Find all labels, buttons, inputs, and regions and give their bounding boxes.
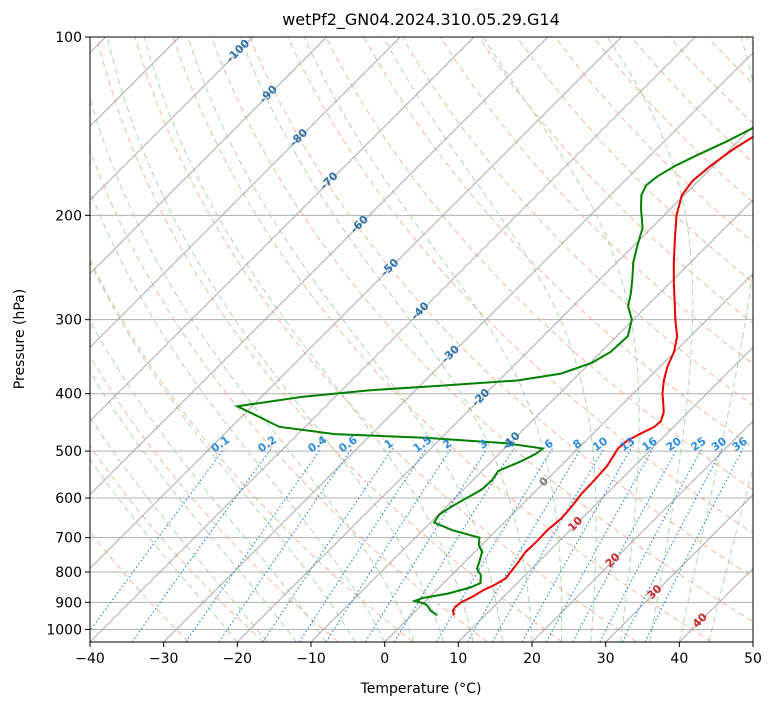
dry-adiabat: [516, 37, 753, 284]
isotherm: [458, 346, 753, 642]
isotherm: [90, 37, 475, 422]
x-tick-label: 0: [380, 651, 389, 667]
mixing-ratio-lines: [90, 448, 744, 642]
y-tick-label: 600: [55, 491, 82, 507]
moist-adiabat: [143, 37, 474, 642]
mixing-ratio-line: [218, 448, 353, 642]
moist-adiabat: [303, 37, 563, 642]
moist-adiabat: [90, 319, 327, 642]
mixing-ratio-line: [599, 448, 703, 642]
dry-adiabat: [96, 37, 563, 642]
isotherm: [90, 37, 401, 348]
moist-adiabat: [187, 37, 504, 642]
moist-adiabat: [90, 189, 386, 642]
mixing-ratio-line: [298, 448, 427, 642]
moist-adiabat: [607, 37, 694, 642]
y-tick-label: 900: [55, 595, 82, 611]
y-axis-label: Pressure (hPa): [12, 289, 28, 389]
isotherm: [90, 37, 548, 496]
isotherm: [384, 273, 753, 642]
chart-title: wetPf2_GN04.2024.310.05.29.G14: [282, 10, 560, 30]
moist-adiabat: [90, 260, 356, 642]
x-tick-label: 10: [449, 651, 467, 667]
y-tick-label: 700: [55, 531, 82, 547]
temperature-profile-line: [451, 135, 753, 616]
dry-adiabat: [90, 355, 339, 642]
isotherm: [605, 494, 753, 642]
dry-adiabat: [90, 445, 264, 642]
x-axis-label: Temperature (°C): [360, 681, 482, 697]
y-tick-label: 1000: [46, 622, 82, 638]
y-axis: 100 200 300 400 500 600 700 800 900 1000: [46, 30, 90, 638]
y-tick-label: 800: [55, 565, 82, 581]
dry-adiabat: [210, 37, 753, 623]
mixing-ratio-line: [364, 448, 488, 642]
isotherm: [531, 420, 753, 642]
x-tick-label: 30: [597, 651, 615, 667]
moist-adiabat: [106, 37, 445, 642]
dry-adiabats: [90, 37, 753, 642]
x-tick-label: −20: [223, 651, 253, 667]
mixing-ratio-line: [491, 448, 605, 642]
x-axis: −40 −30 −20 −10 0 10 20 30 40 50: [75, 642, 762, 667]
dewpoint-profile-line: [234, 126, 753, 616]
mixing-ratio-line: [131, 448, 272, 642]
mixing-ratio-line: [466, 448, 582, 642]
isotherm: [90, 37, 254, 201]
dry-adiabat: [287, 37, 753, 534]
dry-adiabat: [172, 37, 712, 642]
y-tick-label: 100: [55, 30, 82, 46]
y-tick-label: 300: [55, 313, 82, 329]
plot-area: 0.1 0.2 0.4 0.6 1 1.5 2 3 4 6 8 10 13 16 20 25 30 36-100-…: [90, 37, 753, 642]
isotherm: [310, 199, 753, 642]
x-tick-label: 40: [670, 651, 688, 667]
isotherm: [237, 125, 753, 642]
plot-frame: [89, 36, 754, 643]
isotherm: [90, 37, 327, 275]
mixing-ratio-line: [644, 448, 744, 642]
dry-adiabat: [249, 37, 753, 578]
moist-adiabat: [482, 37, 640, 642]
moist-adiabat: [678, 37, 753, 642]
x-tick-label: 20: [523, 651, 541, 667]
isotherm: [90, 37, 696, 642]
dry-adiabat: [325, 37, 753, 491]
mixing-ratio-line: [185, 448, 322, 642]
mixing-ratio-line: [90, 448, 225, 632]
x-tick-label: −30: [149, 651, 179, 667]
isotherm: [163, 52, 753, 642]
moist-adiabat: [90, 416, 268, 642]
mixing-ratio-line: [262, 448, 393, 642]
mixing-ratio-line: [572, 448, 678, 642]
moist-adiabat: [90, 458, 238, 642]
y-tick-label: 500: [55, 444, 82, 460]
moist-adiabat: [90, 370, 297, 642]
isotherm: [90, 37, 622, 569]
x-tick-label: −40: [75, 651, 105, 667]
grid-layer: [90, 37, 753, 630]
y-tick-label: 400: [55, 387, 82, 403]
y-tick-label: 200: [55, 208, 82, 224]
dry-adiabat: [90, 258, 414, 642]
profile-series: [234, 126, 753, 616]
isotherms: [90, 37, 753, 642]
x-tick-label: 50: [744, 651, 762, 667]
moist-adiabat: [383, 37, 597, 642]
mixing-ratio-line: [325, 448, 452, 642]
moist-adiabat: [239, 37, 533, 642]
dry-adiabat: [134, 37, 638, 642]
moist-adiabat: [708, 466, 753, 642]
x-tick-label: −10: [296, 651, 326, 667]
mixing-ratio-line: [393, 448, 515, 642]
mixing-ratio-line: [621, 448, 723, 642]
